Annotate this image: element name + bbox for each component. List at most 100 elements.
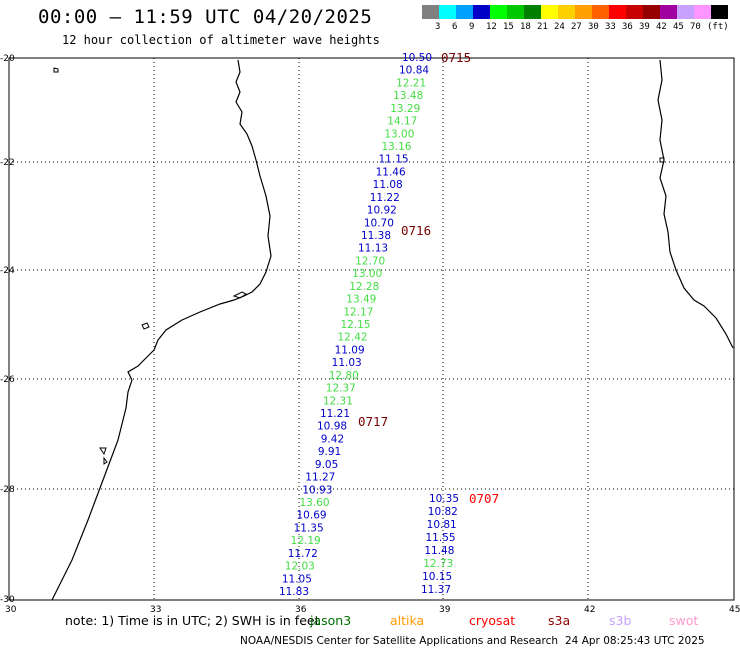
wave-height-value: 12.17 (343, 306, 373, 318)
wave-height-value: 13.16 (381, 141, 411, 153)
color-scale-label: 27 (571, 22, 582, 32)
satellite-legend-swot: swot (669, 613, 699, 628)
color-scale-label: 36 (622, 22, 633, 32)
color-scale-label: (ft) (707, 22, 729, 32)
wave-height-value: 10.98 (317, 421, 347, 433)
page-title: 00:00 – 11:59 UTC 04/20/2025 (38, 6, 373, 28)
lon-tick-label: 42 (584, 605, 595, 615)
lat-tick-label: -30 (0, 595, 15, 605)
color-scale-label: 70 (690, 22, 701, 32)
lat-tick-label: -28 (0, 485, 15, 495)
wave-height-value: 12.15 (340, 319, 370, 331)
wave-height-value: 13.60 (299, 497, 329, 509)
wave-height-value: 11.22 (370, 192, 400, 204)
wave-height-value: 11.55 (426, 532, 456, 544)
lon-tick-label: 30 (5, 605, 17, 615)
satellite-legend-jason3: jason3 (310, 613, 352, 628)
color-swatch (490, 5, 507, 19)
wave-height-value: 11.46 (376, 166, 406, 178)
lat-tick-label: -20 (0, 54, 15, 64)
footer-note: note: 1) Time is in UTC; 2) SWH is in fe… (65, 613, 320, 628)
wave-height-value: 11.15 (379, 154, 409, 166)
wave-height-value: 10.35 (429, 493, 459, 505)
pass-time-label: 0716 (401, 223, 431, 238)
color-scale-label: 6 (452, 22, 458, 32)
wave-height-value: 13.00 (352, 268, 382, 280)
color-swatch (558, 5, 575, 19)
color-swatch (422, 5, 439, 19)
lon-tick-label: 45 (729, 605, 740, 615)
wave-height-value: 11.83 (279, 586, 309, 598)
color-scale-label: 39 (639, 22, 650, 32)
map-grid (9, 58, 734, 600)
pass-time-label: 0707 (469, 491, 499, 506)
wave-height-value: 12.73 (423, 558, 453, 570)
lat-tick-label: -24 (0, 266, 15, 276)
wave-height-value: 10.82 (428, 506, 458, 518)
wave-height-value: 14.17 (387, 116, 417, 128)
wave-height-value: 10.93 (302, 484, 332, 496)
page-subtitle: 12 hour collection of altimeter wave hei… (62, 33, 380, 47)
color-swatch (626, 5, 643, 19)
color-scale-label: 30 (588, 22, 599, 32)
wave-height-value: 12.42 (338, 332, 368, 344)
wave-height-value: 13.29 (390, 103, 420, 115)
wave-height-value: 13.00 (384, 128, 414, 140)
color-scale-label: 3 (435, 22, 441, 32)
wave-height-value: 11.35 (294, 522, 324, 534)
wave-height-value: 9.42 (321, 433, 344, 445)
wave-height-value: 12.80 (329, 370, 359, 382)
footer-credit: NOAA/NESDIS Center for Satellite Applica… (240, 635, 558, 647)
lon-tick-label: 33 (150, 605, 161, 615)
color-swatch (524, 5, 541, 19)
wave-height-value: 12.28 (349, 281, 379, 293)
color-swatch (473, 5, 490, 19)
color-swatch (711, 5, 728, 19)
wave-height-value: 11.21 (320, 408, 350, 420)
wave-height-value: 12.21 (396, 77, 426, 89)
satellite-legend-altika: altika (390, 613, 425, 628)
wave-height-value: 10.70 (364, 217, 394, 229)
color-swatch (609, 5, 626, 19)
color-scale-label: 9 (469, 22, 475, 32)
color-scale-label: 15 (503, 22, 514, 32)
color-swatch (439, 5, 456, 19)
wave-height-value: 13.48 (393, 90, 423, 102)
wave-height-value: 10.84 (399, 65, 429, 77)
lat-tick-label: -22 (0, 158, 15, 168)
wave-height-value: 11.13 (358, 243, 388, 255)
altimeter-track-b: 10.3510.8210.8111.5511.4812.7310.1511.37… (421, 491, 499, 596)
color-scale-label: 45 (673, 22, 684, 32)
color-scale-label: 18 (520, 22, 531, 32)
satellite-legend-cryosat: cryosat (469, 613, 516, 628)
wave-height-value: 11.38 (361, 230, 391, 242)
wave-height-value: 11.03 (332, 357, 362, 369)
color-scale-label: 21 (537, 22, 548, 32)
pass-time-label: 0715 (441, 50, 471, 65)
wave-height-value: 10.69 (297, 510, 327, 522)
wave-height-value: 12.37 (326, 383, 356, 395)
axis-tick-labels: 30 33 36 39 42 45 -20 -22 -24 -26 -28 -30 (0, 54, 740, 615)
color-swatch (541, 5, 558, 19)
pass-time-label: 0717 (358, 414, 388, 429)
color-swatch (677, 5, 694, 19)
wave-height-value: 11.09 (335, 344, 365, 356)
color-scale-label: 12 (486, 22, 497, 32)
map-frame (8, 57, 735, 601)
wave-height-value: 9.91 (318, 446, 341, 458)
wave-height-value: 12.31 (323, 395, 353, 407)
color-swatch (456, 5, 473, 19)
color-swatch (660, 5, 677, 19)
wave-height-value: 12.19 (291, 535, 321, 547)
lon-tick-label: 36 (295, 605, 307, 615)
africa-coastline (51, 59, 272, 601)
color-scale-label: 33 (605, 22, 616, 32)
wave-height-value: 11.72 (288, 548, 318, 560)
color-swatch (592, 5, 609, 19)
wave-height-value: 11.08 (373, 179, 403, 191)
color-scale-label: 42 (656, 22, 667, 32)
coastal-islands (53, 67, 665, 465)
color-scale-label: 24 (554, 22, 565, 32)
wave-height-value: 11.05 (282, 573, 312, 585)
